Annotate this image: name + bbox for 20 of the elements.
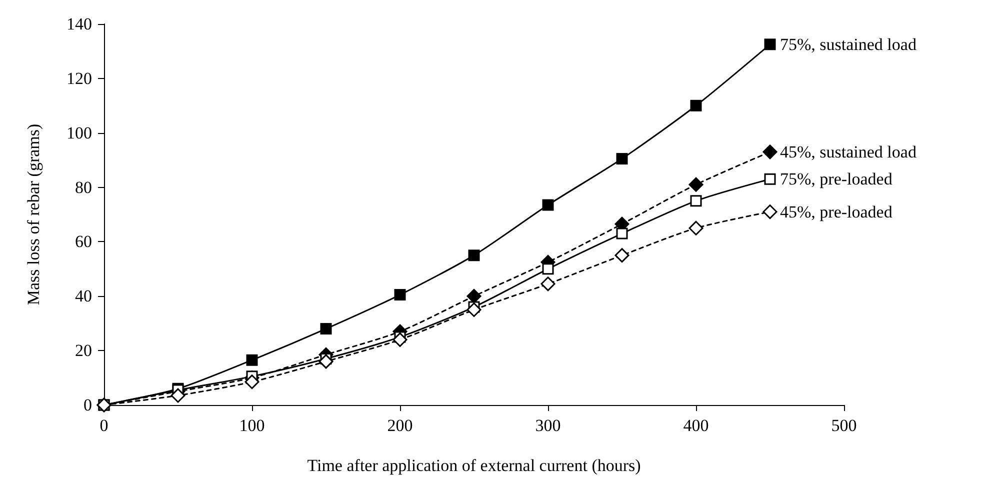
- x-tick-label: 100: [239, 416, 265, 435]
- y-tick-label: 0: [84, 396, 92, 414]
- x-tick-label: 0: [100, 416, 108, 435]
- y-tick-label: 100: [66, 123, 92, 142]
- y-tick-label: 20: [75, 341, 92, 360]
- series-label: 75%, pre-loaded: [780, 170, 893, 189]
- x-tick-label: 500: [831, 416, 857, 435]
- x-tick-label: 400: [683, 416, 709, 435]
- x-tick-label: 200: [387, 416, 413, 435]
- y-tick-label: 80: [75, 178, 92, 197]
- series-label: 45%, sustained load: [780, 142, 917, 162]
- series-label: 45%, pre-loaded: [780, 202, 893, 222]
- y-tick-label: 40: [75, 286, 92, 306]
- y-tick-label: 120: [66, 68, 92, 88]
- y-tick-label: 60: [75, 232, 92, 252]
- y-tick-label: 140: [66, 14, 92, 34]
- x-tick-label: 300: [535, 416, 561, 435]
- x-axis-title: Time after application of external current (hours): [307, 456, 641, 475]
- series-label: 75%, sustained load: [780, 34, 917, 54]
- y-axis-title: Mass loss of rebar (grams): [24, 124, 43, 306]
